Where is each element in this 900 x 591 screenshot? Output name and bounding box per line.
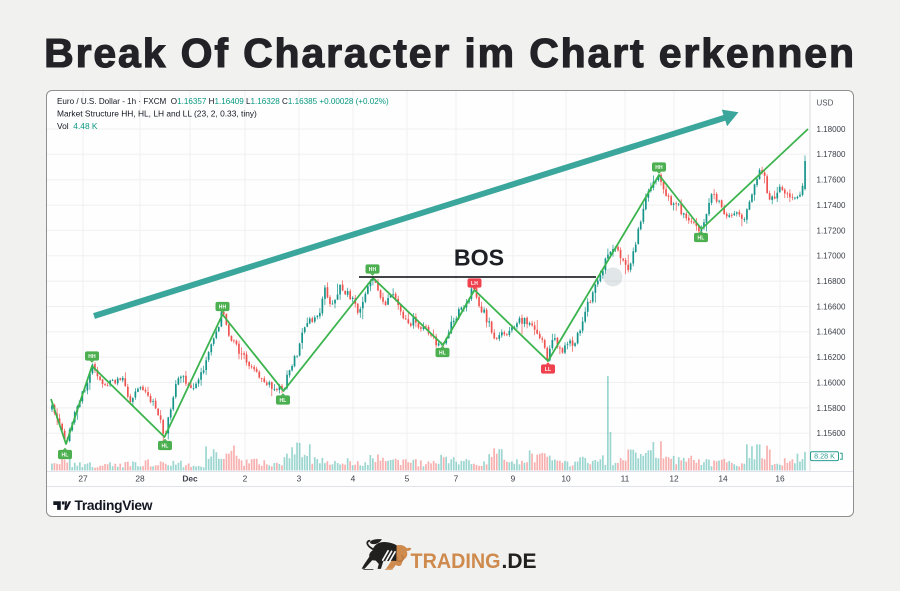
svg-text:HL: HL: [161, 443, 168, 449]
svg-text:HL: HL: [61, 452, 68, 458]
svg-text:1.17600: 1.17600: [816, 175, 845, 184]
svg-text:1.15800: 1.15800: [816, 403, 845, 412]
svg-text:1.17400: 1.17400: [816, 201, 845, 210]
svg-text:Euro / U.S. Dollar - 1h · FXCM: Euro / U.S. Dollar - 1h · FXCM O1.16357 …: [57, 97, 389, 106]
svg-text:1.16000: 1.16000: [816, 378, 845, 387]
svg-text:4: 4: [350, 473, 355, 483]
svg-text:LL: LL: [544, 366, 551, 372]
svg-text:1.18000: 1.18000: [816, 124, 845, 133]
svg-text:TRADING: TRADING: [411, 549, 501, 573]
svg-text:HH: HH: [655, 164, 663, 170]
svg-text:1.16200: 1.16200: [816, 353, 845, 362]
svg-text:Market Structure HH, HL, LH an: Market Structure HH, HL, LH and LL (23, …: [57, 108, 257, 118]
svg-text:8.28 K: 8.28 K: [814, 451, 835, 460]
svg-text:1.17200: 1.17200: [816, 226, 845, 235]
svg-text:28: 28: [135, 473, 145, 483]
svg-text:3: 3: [296, 473, 301, 483]
svg-text:1.15600: 1.15600: [816, 429, 845, 438]
svg-text:5: 5: [404, 473, 409, 483]
svg-text:1.17000: 1.17000: [816, 251, 845, 260]
svg-text:16: 16: [775, 473, 785, 483]
svg-text:1.16800: 1.16800: [816, 277, 845, 286]
svg-text:TradingView: TradingView: [74, 498, 152, 513]
svg-text:10: 10: [561, 473, 571, 483]
svg-text:HH: HH: [88, 353, 96, 359]
svg-text:14: 14: [718, 473, 728, 483]
svg-text:11: 11: [620, 473, 629, 483]
svg-text:HL: HL: [279, 397, 286, 403]
svg-text:7: 7: [453, 473, 458, 483]
svg-text:HL: HL: [697, 235, 704, 241]
svg-text:HH: HH: [368, 266, 376, 272]
svg-text:1.16400: 1.16400: [816, 327, 845, 336]
svg-text:27: 27: [78, 473, 88, 483]
svg-text:1.17800: 1.17800: [816, 150, 845, 159]
svg-text:BOS: BOS: [453, 244, 503, 270]
svg-text:HH: HH: [218, 304, 226, 310]
svg-text:1.16600: 1.16600: [816, 302, 845, 311]
svg-text:12: 12: [669, 473, 679, 483]
svg-text:LH: LH: [470, 280, 477, 286]
svg-text:Vol 4.48 K: Vol 4.48 K: [57, 121, 98, 131]
svg-text:HL: HL: [438, 350, 445, 356]
svg-text:Dec: Dec: [182, 473, 198, 483]
svg-text:USD: USD: [816, 98, 833, 107]
svg-text:.DE: .DE: [502, 549, 537, 573]
svg-text:9: 9: [510, 473, 515, 483]
svg-text:2: 2: [242, 473, 247, 483]
